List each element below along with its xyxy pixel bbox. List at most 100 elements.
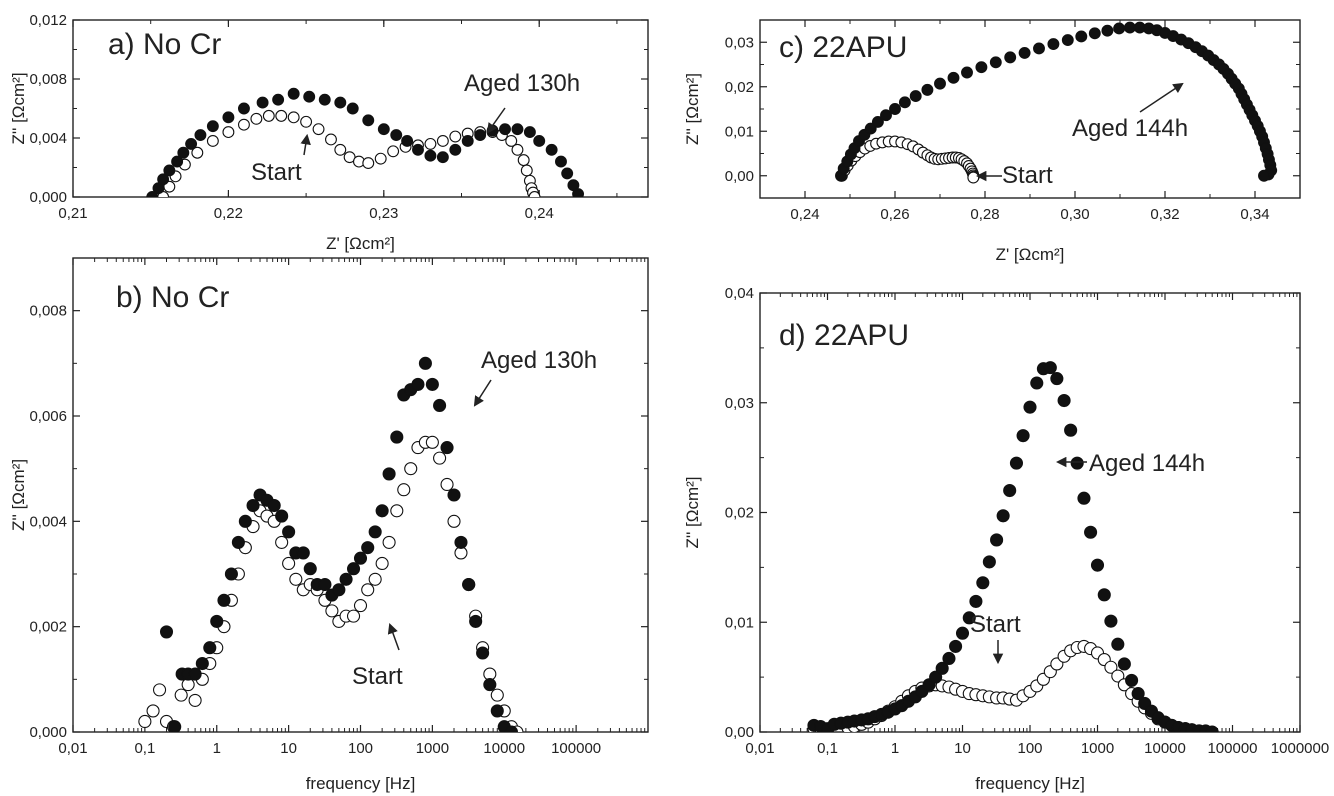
aged-data-point <box>318 577 332 592</box>
x-tick-label: 100000 <box>551 740 601 757</box>
start-annotation: Start <box>352 663 403 690</box>
y-tick-label: 0,03 <box>725 34 754 51</box>
start-data-point <box>361 583 375 597</box>
aged-data-point <box>171 155 184 168</box>
aged-data-point <box>1090 558 1105 572</box>
x-axis-label: frequency [Hz] <box>306 774 416 793</box>
aged-data-point <box>935 661 949 675</box>
aged-data-point <box>194 129 207 142</box>
start-data-point <box>387 145 400 158</box>
y-tick-label: 0,02 <box>725 505 754 522</box>
start-data-point <box>517 154 530 167</box>
aged-data-point <box>237 102 250 115</box>
x-tick-label: 1000 <box>416 740 449 757</box>
start-data-point <box>206 135 219 147</box>
aged-data-point <box>1050 372 1064 386</box>
start-data-point <box>424 137 437 150</box>
plot-frame <box>72 257 649 733</box>
aged-data-point <box>272 93 285 106</box>
start-data-point <box>325 133 337 146</box>
aged-data-point <box>447 488 461 502</box>
aged-data-point <box>231 535 245 549</box>
y-tick-label: 0,00 <box>725 168 754 185</box>
aged-data-point <box>159 625 174 639</box>
start-data-point <box>382 535 396 549</box>
aged-data-point <box>1043 361 1057 375</box>
panel-d: 0,01 0,1 1 10 100 1000 10000 100000 10000000,000… <box>683 285 1329 793</box>
aged-data-point <box>982 555 996 569</box>
start-data-point <box>505 135 518 147</box>
x-tick-label: 10 <box>280 740 297 757</box>
x-tick-label: 0,32 <box>1150 206 1179 223</box>
aged-data-point <box>504 725 519 732</box>
aged-data-point <box>222 111 235 124</box>
x-tick-label: 0,21 <box>58 205 87 222</box>
aged-data-point <box>1101 24 1114 37</box>
aged-data-point <box>1205 725 1219 732</box>
x-axis-label: Z' [Ωcm²] <box>996 245 1065 264</box>
start-data-point <box>447 514 461 528</box>
aged-data-point <box>256 96 269 109</box>
aged-data-point <box>1131 687 1145 701</box>
annotation-arrow <box>473 379 492 407</box>
aged-data-point <box>206 120 219 133</box>
aged-data-point <box>163 164 176 177</box>
aged-data-point <box>1070 456 1084 470</box>
aged-data-point <box>1123 21 1136 34</box>
aged-data-point <box>454 535 468 549</box>
aged-data-point <box>864 122 877 135</box>
panel-title: d) 22APU <box>779 319 909 352</box>
panel-title: b) No Cr <box>116 281 229 314</box>
x-tick-label: 1000 <box>1081 740 1114 757</box>
start-data-point <box>174 688 188 702</box>
aged-data-point <box>377 123 390 136</box>
aged-data-point <box>146 191 159 197</box>
aged-data-point <box>339 572 353 586</box>
aged-data-point <box>334 96 347 109</box>
aged-data-point <box>332 583 346 597</box>
aged-data-point <box>203 641 217 655</box>
start-data-point <box>334 143 347 156</box>
aged-data-point <box>880 109 892 122</box>
aged-data-point <box>1088 27 1101 40</box>
aged-data-point <box>909 90 922 103</box>
start-data-point <box>287 111 300 124</box>
start-data-point <box>440 477 454 492</box>
start-data-point <box>397 483 411 497</box>
x-tick-label: 100 <box>1017 740 1042 757</box>
start-data-point <box>404 462 418 476</box>
x-tick-label: 0,01 <box>745 740 774 757</box>
aged-data-point <box>433 398 447 413</box>
start-data-point <box>346 609 361 623</box>
start-data-point <box>1104 660 1118 674</box>
aged-annotation: Aged 130h <box>464 70 580 97</box>
aged-data-point <box>499 123 511 136</box>
aged-data-point <box>1097 588 1111 602</box>
x-tick-label: 0,30 <box>1060 206 1089 223</box>
data-points <box>146 87 585 197</box>
y-tick-label: 0,02 <box>725 79 754 96</box>
panel-title: c) 22APU <box>779 31 907 64</box>
aged-data-point <box>921 83 934 96</box>
aged-data-point <box>947 71 960 84</box>
aged-data-point <box>296 546 310 560</box>
aged-data-point <box>353 551 368 565</box>
aged-data-point <box>318 93 331 106</box>
x-tick-label: 1 <box>213 740 221 757</box>
x-tick-label: 10 <box>954 740 971 757</box>
y-tick-label: 0,01 <box>725 614 754 631</box>
aged-annotation: Aged 144h <box>1089 450 1205 477</box>
aged-data-point <box>871 115 884 128</box>
x-tick-label: 100 <box>348 740 373 757</box>
aged-data-point <box>1030 376 1044 390</box>
aged-data-point <box>523 126 536 139</box>
aged-data-point <box>1016 429 1030 443</box>
aged-data-point <box>157 173 170 186</box>
aged-data-point <box>287 87 300 100</box>
x-axis-label: Z' [Ωcm²] <box>326 234 395 253</box>
aged-data-point <box>362 114 375 127</box>
aged-data-point <box>555 155 567 168</box>
y-axis-label: Z'' [Ωcm²] <box>683 476 702 548</box>
panel-title: a) No Cr <box>108 28 221 61</box>
aged-data-point <box>469 614 483 628</box>
